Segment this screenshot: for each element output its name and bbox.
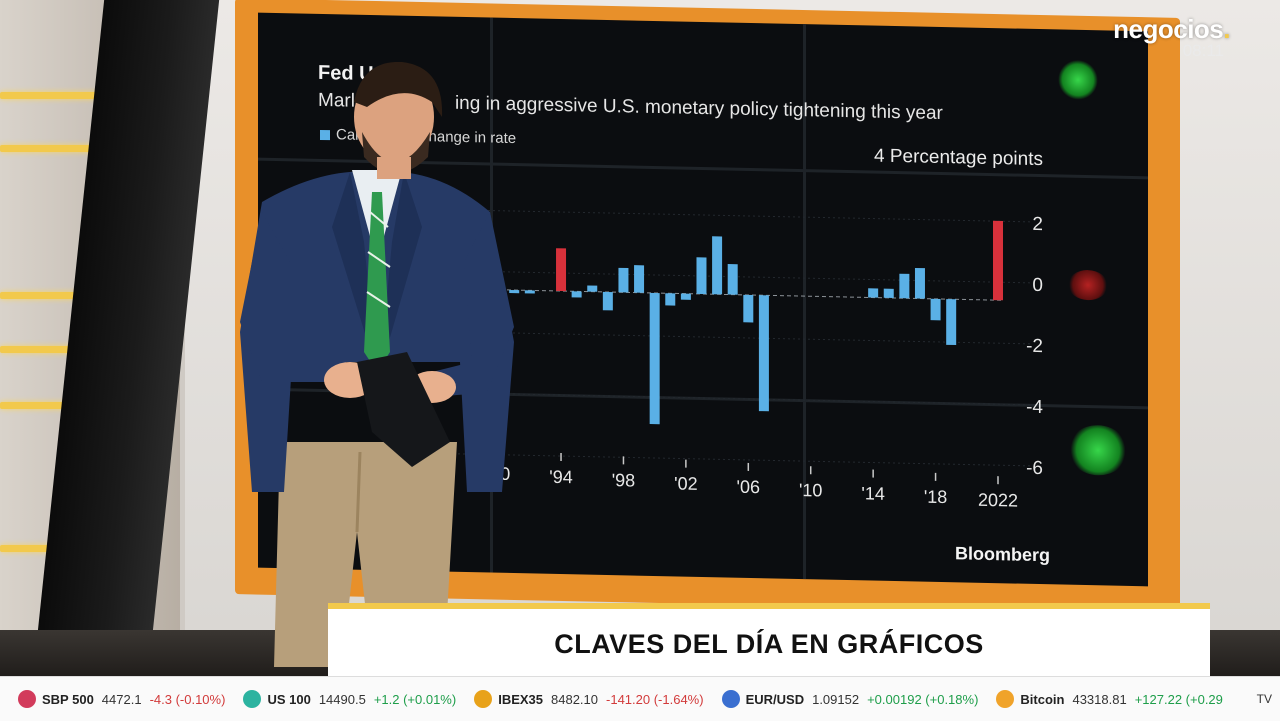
- bar: [602, 291, 613, 311]
- ticker-price: 1.09152: [812, 691, 860, 707]
- ticker-name: US 100: [267, 691, 311, 707]
- bar: [696, 257, 707, 295]
- lower-third-title: CLAVES DEL DÍA EN GRÁFICOS: [554, 628, 984, 659]
- ticker-item: IBEX35 8482.10 -141.20 (-1.64%): [474, 690, 704, 708]
- ticker-change: +127.22 (+0.29: [1134, 691, 1223, 707]
- bar: [758, 295, 769, 412]
- grid-line: [458, 331, 1033, 345]
- bar: [883, 288, 894, 298]
- ticker-end-label: TV: [1256, 692, 1272, 706]
- bar: [680, 293, 691, 300]
- bar: [727, 264, 738, 295]
- studio-light: [0, 92, 120, 99]
- bar: [649, 292, 660, 425]
- y-tick-label: -2: [1026, 336, 1043, 357]
- spain-flag-icon: [474, 690, 493, 708]
- x-tick-label: '98: [612, 470, 635, 490]
- bitcoin-icon: [996, 690, 1015, 708]
- bar: [524, 290, 535, 294]
- ticker-change: -4.3 (-0.10%): [149, 691, 226, 707]
- bar: [618, 267, 629, 293]
- ticker-price: 14490.5: [318, 691, 366, 707]
- x-tick-label: 2022: [978, 490, 1018, 511]
- source-label: Bloomberg: [954, 543, 1050, 566]
- bar: [634, 265, 645, 293]
- ticker-price: 43318.81: [1072, 691, 1127, 707]
- clock: 08:11: [1182, 41, 1224, 60]
- ticker-change: -141.20 (-1.64%): [606, 691, 704, 707]
- logo-name: negocios: [1113, 14, 1224, 44]
- bar: [899, 273, 910, 299]
- bar: [665, 293, 676, 306]
- bar: [743, 294, 754, 323]
- grid-line: [458, 453, 1033, 467]
- ticker-name: EUR/USD: [745, 691, 805, 707]
- market-ticker: SBP 500 4472.1 -4.3 (-0.10%) US 100 1449…: [0, 676, 1280, 721]
- logo-dot: .: [1223, 14, 1230, 44]
- bar: [946, 299, 957, 346]
- bar: [993, 220, 1003, 301]
- video-wall-screen: Fed U Marl ing in aggressive U.S. monetar…: [258, 12, 1148, 587]
- bar: [556, 248, 567, 292]
- x-tick-label: '94: [549, 467, 572, 487]
- x-tick-label: '06: [737, 477, 760, 497]
- bar: [571, 291, 582, 298]
- y-tick-label: -4: [1026, 397, 1043, 418]
- ticker-name: SBP 500: [42, 691, 94, 707]
- ticker-name: IBEX35: [498, 691, 544, 707]
- bar: [868, 288, 879, 298]
- ticker-price: 8482.10: [551, 691, 599, 707]
- y-tick-label: -6: [1026, 458, 1043, 479]
- grid-line: [458, 270, 1033, 284]
- bar: [712, 236, 723, 295]
- studio-light: [0, 346, 120, 353]
- ticker-price: 4472.1: [101, 691, 142, 707]
- studio-light: [0, 145, 120, 152]
- ticker-name: Bitcoin: [1020, 691, 1065, 707]
- grid-line: [458, 209, 1033, 223]
- y-tick-label: 2: [1032, 214, 1043, 235]
- ticker-item: Bitcoin 43318.81 +127.22 (+0.29: [996, 690, 1223, 708]
- lower-third-banner: CLAVES DEL DÍA EN GRÁFICOS: [328, 603, 1210, 679]
- ticker-item: US 100 14490.5 +1.2 (+0.01%): [243, 690, 456, 708]
- index-flag-icon: [243, 690, 262, 708]
- bar: [587, 285, 598, 292]
- x-tick-label: '14: [861, 483, 884, 503]
- bar: [930, 298, 941, 321]
- y-tick-label: 0: [1032, 275, 1043, 296]
- index-flag-icon: [18, 690, 36, 708]
- currency-icon: [721, 690, 740, 708]
- ticker-change: +0.00192 (+0.18%): [867, 691, 979, 707]
- x-tick-label: '18: [924, 487, 947, 507]
- ticker-change: +1.2 (+0.01%): [373, 691, 457, 707]
- bar: [914, 267, 925, 299]
- studio-light: [0, 292, 120, 299]
- logo-text: negocios.: [1113, 14, 1230, 45]
- ticker-item: SBP 500 4472.1 -4.3 (-0.10%): [18, 690, 225, 708]
- presenter: [240, 62, 514, 667]
- x-tick-label: '10: [799, 480, 822, 500]
- x-tick-label: '02: [674, 473, 697, 493]
- ticker-item: EUR/USD 1.09152 +0.00192 (+0.18%): [721, 690, 979, 708]
- grid-line: [458, 392, 1033, 406]
- studio-light: [0, 402, 120, 409]
- studio-light: [0, 545, 70, 552]
- bar: [509, 289, 520, 294]
- channel-logo: negocios. 08:11: [1113, 14, 1230, 61]
